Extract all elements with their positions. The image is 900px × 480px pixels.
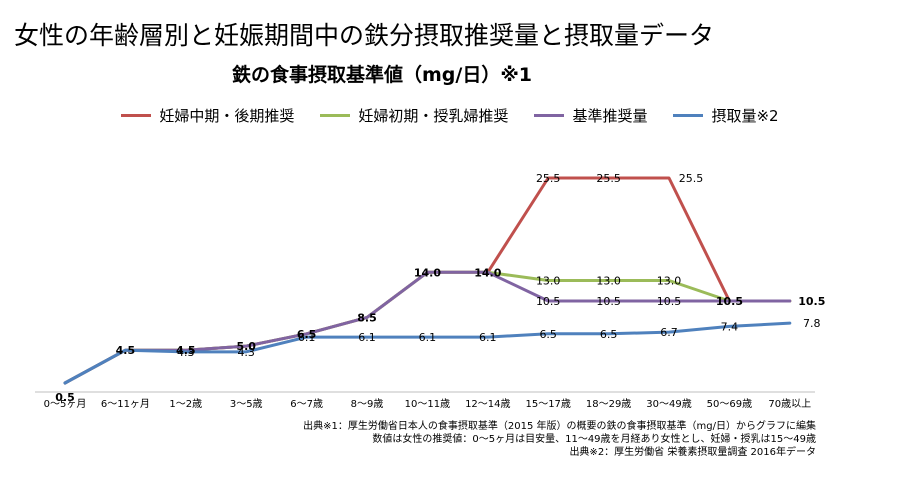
data-label: 25.5: [679, 172, 704, 185]
legend-item-pregnant-early-lactating: 妊婦初期・授乳婦推奨: [320, 104, 508, 126]
source-note-3: 出典※2：厚生労働省 栄養素摂取量調査 2016年データ: [569, 447, 816, 458]
data-label: 6.5: [539, 328, 557, 341]
legend-swatch: [320, 113, 351, 117]
data-label: 25.5: [536, 172, 561, 185]
data-label: 14.0: [414, 266, 441, 279]
data-label: 7.8: [803, 317, 821, 330]
x-tick-label: 50〜69歳: [707, 398, 752, 410]
legend-swatch: [534, 113, 565, 117]
x-tick-label: 0〜5ヶ月: [44, 398, 87, 410]
x-tick-label: 6〜7歳: [290, 398, 323, 410]
data-label: 8.5: [357, 311, 377, 324]
legend-item-standard: 基準推奨量: [534, 104, 647, 126]
data-label: 10.5: [716, 295, 743, 308]
data-label: 5.0: [236, 340, 256, 353]
data-label: 13.0: [657, 275, 682, 288]
data-label: 10.5: [536, 295, 561, 308]
legend-swatch: [673, 113, 704, 117]
data-label: 6.1: [358, 331, 376, 344]
source-note-1: 出典※1：厚生労働省日本人の食事摂取基準（2015 年版）の概要の鉄の食事摂取基…: [303, 421, 816, 432]
legend: 妊婦中期・後期推奨 妊婦初期・授乳婦推奨 基準推奨量 摂取量※2: [0, 104, 900, 126]
x-tick-label: 1〜2歳: [169, 398, 202, 410]
data-label: 10.5: [798, 295, 825, 308]
data-label: 6.5: [297, 328, 317, 341]
x-tick-label: 10〜11歳: [405, 398, 450, 410]
data-label: 4.5: [176, 344, 196, 357]
series-line-2: [63, 270, 792, 385]
x-tick-label: 15〜17歳: [525, 398, 570, 410]
data-label: 6.7: [660, 326, 678, 339]
data-label: 4.3: [177, 346, 195, 359]
x-tick-label: 6〜11ヶ月: [101, 398, 150, 410]
source-note-2: 数値は女性の推奨値：0〜5ヶ月は目安量、11〜49歳を月経あり女性とし、妊婦・授…: [372, 434, 816, 445]
data-label: 6.1: [479, 331, 497, 344]
x-tick-label: 12〜14歳: [465, 398, 510, 410]
x-tick-label: 18〜29歳: [586, 398, 631, 410]
x-tick-label: 30〜49歳: [646, 398, 691, 410]
chart-title: 女性の年齢層別と妊娠期間中の鉄分摂取推奨量と摂取量データ: [14, 21, 715, 50]
data-label: 14.0: [474, 266, 501, 279]
x-tick-label: 3〜5歳: [230, 398, 263, 410]
data-label: 13.0: [536, 275, 561, 288]
data-label: 25.5: [596, 172, 621, 185]
legend-label: 基準推奨量: [572, 106, 648, 125]
series-line-3: [63, 321, 792, 385]
data-label: 6.1: [298, 331, 316, 344]
legend-swatch: [121, 113, 152, 117]
legend-label: 妊婦中期・後期推奨: [159, 106, 295, 125]
data-label: 7.4: [721, 320, 739, 333]
series-line-1: [63, 270, 792, 385]
data-label: 6.5: [600, 328, 618, 341]
legend-item-intake: 摂取量※2: [673, 104, 779, 126]
x-tick-label: 70歳以上: [768, 398, 811, 410]
data-label: 4.3: [237, 346, 255, 359]
data-label: 10.5: [596, 295, 621, 308]
x-tick-label: 8〜9歳: [351, 398, 384, 410]
legend-label: 摂取量※2: [711, 106, 779, 125]
legend-item-pregnant-mid-late: 妊婦中期・後期推奨: [121, 104, 294, 126]
data-label: 10.5: [657, 295, 682, 308]
chart-subtitle: 鉄の食事摂取基準値（mg/日）※1: [232, 64, 533, 86]
data-label: 6.1: [419, 331, 437, 344]
legend-label: 妊婦初期・授乳婦推奨: [358, 106, 509, 125]
data-label: 0.5: [55, 391, 75, 404]
source-notes: 出典※1：厚生労働省日本人の食事摂取基準（2015 年版）の概要の鉄の食事摂取基…: [303, 420, 816, 459]
data-label: 4.5: [116, 344, 136, 357]
data-label: 13.0: [596, 275, 621, 288]
